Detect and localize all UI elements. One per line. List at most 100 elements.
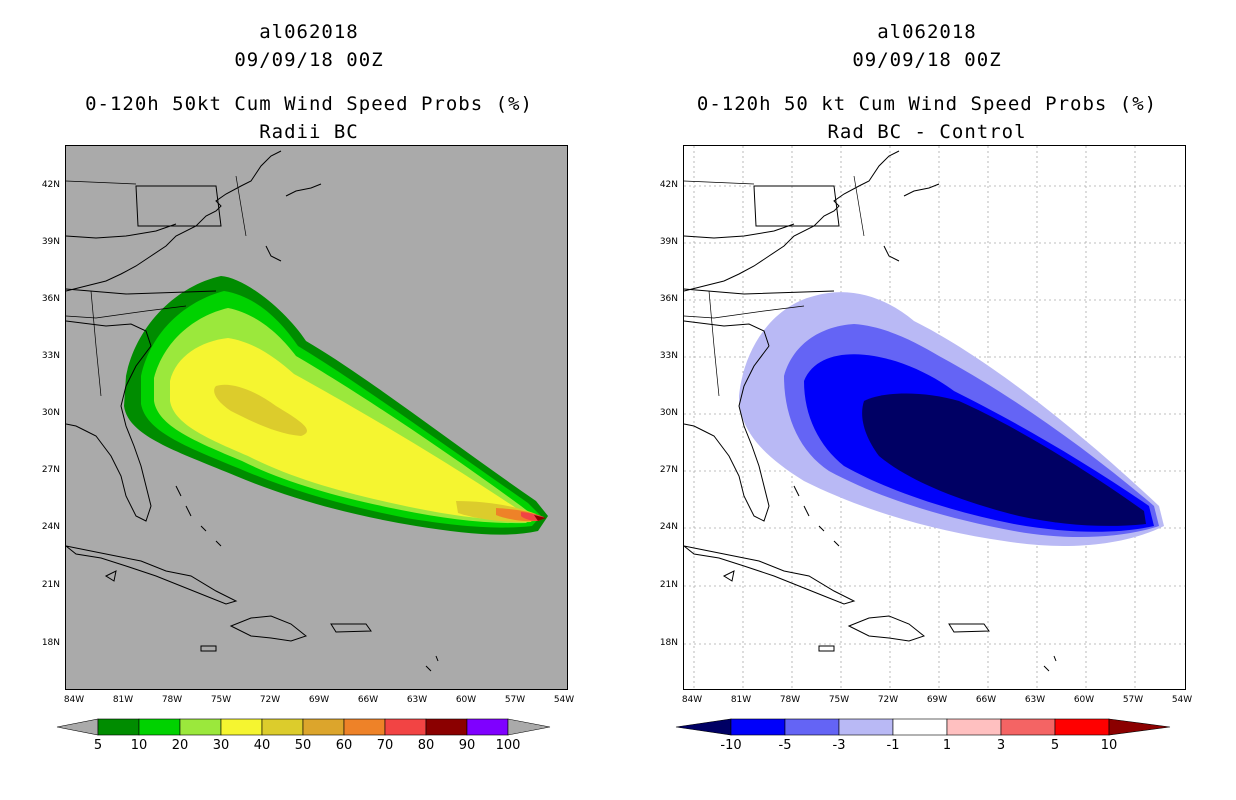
left-cbar-swatch — [384, 718, 427, 736]
left-coastlines — [66, 150, 439, 672]
lon-label: 57W — [504, 695, 526, 705]
lat-label: 21N — [659, 580, 678, 590]
right-cbar-low-arrow — [675, 718, 732, 736]
cbar-label: 20 — [171, 738, 189, 753]
lon-label: 60W — [1073, 695, 1095, 705]
left-cbar-swatch — [466, 718, 509, 736]
lon-label: 57W — [1122, 695, 1144, 705]
left-map-svg — [66, 150, 548, 672]
lat-label: 27N — [41, 465, 60, 475]
lon-label: 72W — [877, 695, 899, 705]
cbar-label: 70 — [376, 738, 394, 753]
left-state-borders — [66, 175, 247, 397]
lon-label: 84W — [681, 695, 703, 705]
left-title-date: 09/09/18 00Z — [234, 49, 384, 71]
lon-label: 66W — [357, 695, 379, 705]
lon-label: 63W — [406, 695, 428, 705]
lat-label: 30N — [659, 408, 678, 418]
lat-label: 42N — [659, 180, 678, 190]
prob-90-contour — [534, 515, 546, 521]
right-cbar-swatch — [892, 718, 948, 736]
right-cbar-swatch — [838, 718, 894, 736]
left-cbar-high-arrow — [507, 718, 551, 736]
right-title-date: 09/09/18 00Z — [852, 49, 1002, 71]
lat-label: 36N — [41, 294, 60, 304]
lat-label: 36N — [659, 294, 678, 304]
lon-label: 84W — [63, 695, 85, 705]
lat-label: 18N — [41, 638, 60, 648]
right-cbar-swatch — [730, 718, 786, 736]
lat-label: 33N — [659, 351, 678, 361]
lat-label: 24N — [41, 522, 60, 532]
right-title-product: 0-120h 50 kt Cum Wind Speed Probs (%) — [696, 93, 1158, 115]
diff-minus10-contour — [862, 393, 1146, 526]
right-title-storm-id: al062018 — [877, 21, 977, 43]
left-cbar-swatch — [220, 718, 263, 736]
left-cbar-swatch — [138, 718, 181, 736]
cbar-label: 50 — [294, 738, 312, 753]
cbar-label: 5 — [1050, 738, 1060, 753]
left-cbar-swatch — [179, 718, 222, 736]
lon-label: 72W — [259, 695, 281, 705]
left-cbar-swatch — [261, 718, 304, 736]
left-cbar-swatch — [97, 718, 140, 736]
lon-label: 69W — [308, 695, 330, 705]
lon-label: 54W — [1171, 695, 1193, 705]
right-map-plot — [683, 145, 1186, 690]
right-map-svg — [684, 146, 1185, 689]
prob-40-contour — [214, 384, 307, 436]
cbar-label: -3 — [832, 738, 846, 753]
cbar-label: 30 — [212, 738, 230, 753]
left-cbar-swatch — [302, 718, 345, 736]
lon-label: 81W — [112, 695, 134, 705]
lon-label: 60W — [455, 695, 477, 705]
lon-label: 81W — [730, 695, 752, 705]
cbar-label: 10 — [1100, 738, 1118, 753]
right-title-subtitle: Rad BC - Control — [827, 121, 1027, 143]
cbar-label: 80 — [417, 738, 435, 753]
right-cbar-swatch — [1000, 718, 1056, 736]
right-cbar-swatch — [1054, 718, 1110, 736]
right-coastlines — [684, 150, 1057, 672]
left-title-subtitle: Radii BC — [259, 121, 359, 143]
cbar-label: 100 — [495, 738, 521, 753]
left-panel: al062018 09/09/18 00Z 0-120h 50kt Cum Wi… — [41, 21, 575, 753]
right-cbar-high-arrow — [1108, 718, 1171, 736]
lat-label: 24N — [659, 522, 678, 532]
left-cbar-swatch — [343, 718, 386, 736]
lat-label: 18N — [659, 638, 678, 648]
lon-label: 75W — [828, 695, 850, 705]
lon-label: 66W — [975, 695, 997, 705]
right-cbar-swatch — [784, 718, 840, 736]
cbar-label: 40 — [253, 738, 271, 753]
left-title-storm-id: al062018 — [259, 21, 359, 43]
cbar-label: -5 — [778, 738, 792, 753]
left-colorbar — [56, 718, 551, 736]
lon-label: 54W — [553, 695, 575, 705]
cbar-label: -1 — [886, 738, 900, 753]
right-cbar-swatch — [946, 718, 1002, 736]
left-title-product: 0-120h 50kt Cum Wind Speed Probs (%) — [85, 93, 533, 115]
cbar-label: 3 — [996, 738, 1006, 753]
right-panel: al062018 09/09/18 00Z 0-120h 50 kt Cum W… — [618, 0, 1236, 800]
left-map-plot — [65, 145, 568, 690]
right-colorbar — [675, 718, 1171, 736]
cbar-label: 60 — [335, 738, 353, 753]
lat-label: 30N — [41, 408, 60, 418]
prob-30-contour — [170, 338, 528, 521]
lon-label: 78W — [779, 695, 801, 705]
lat-label: 21N — [41, 580, 60, 590]
lat-label: 42N — [41, 180, 60, 190]
cbar-label: 1 — [942, 738, 952, 753]
lat-label: 39N — [659, 237, 678, 247]
cbar-label: 10 — [130, 738, 148, 753]
cbar-label: 5 — [93, 738, 103, 753]
lon-label: 78W — [161, 695, 183, 705]
lon-label: 69W — [926, 695, 948, 705]
cbar-label: 90 — [458, 738, 476, 753]
lat-label: 33N — [41, 351, 60, 361]
left-cbar-swatch — [425, 718, 468, 736]
lat-label: 27N — [659, 465, 678, 475]
lon-label: 63W — [1024, 695, 1046, 705]
cbar-label: -10 — [720, 738, 742, 753]
